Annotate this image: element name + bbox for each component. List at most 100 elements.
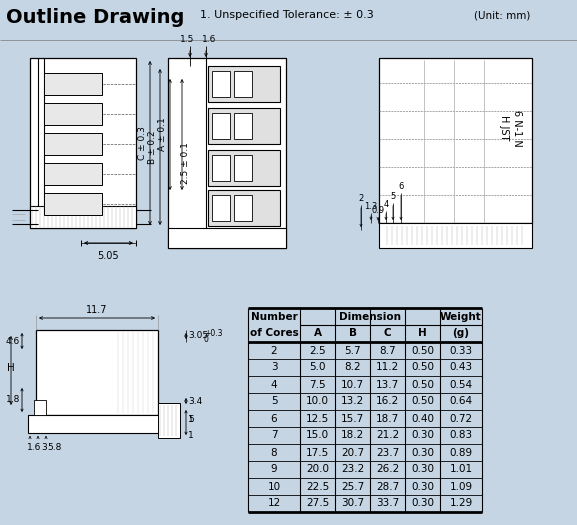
Text: 12: 12 [267, 499, 280, 509]
Text: 0.40: 0.40 [411, 414, 434, 424]
Text: 0.30: 0.30 [411, 481, 434, 491]
Bar [36, 330, 158, 415]
Text: 0.30: 0.30 [411, 499, 434, 509]
Bar [234, 71, 252, 97]
Text: Number: Number [250, 311, 297, 321]
Text: 1.6: 1.6 [27, 443, 41, 452]
Bar [30, 58, 136, 228]
Text: H: H [418, 329, 427, 339]
Text: 0.50: 0.50 [411, 396, 434, 406]
Text: 8.7: 8.7 [379, 345, 396, 355]
Bar [208, 150, 280, 186]
Text: 1. Unspecified Tolerance: ± 0.3: 1. Unspecified Tolerance: ± 0.3 [200, 10, 374, 20]
Bar [44, 73, 102, 95]
Text: 25.7: 25.7 [341, 481, 364, 491]
Text: 0: 0 [204, 334, 209, 343]
Text: 1.3: 1.3 [364, 202, 377, 211]
Text: 7: 7 [271, 430, 278, 440]
Text: 13.7: 13.7 [376, 380, 399, 390]
Text: 5.7: 5.7 [344, 345, 361, 355]
Text: Dimension: Dimension [339, 311, 401, 321]
Text: of Cores: of Cores [250, 329, 298, 339]
Text: 2.5 ± 0.1: 2.5 ± 0.1 [182, 142, 190, 184]
Text: 7.5: 7.5 [309, 380, 326, 390]
Bar [212, 71, 230, 97]
Text: 5.05: 5.05 [98, 251, 119, 261]
Text: (Unit: mm): (Unit: mm) [474, 10, 530, 20]
Text: 8: 8 [271, 447, 278, 457]
Text: 10.7: 10.7 [341, 380, 364, 390]
Text: 1.01: 1.01 [449, 465, 473, 475]
Text: 23.2: 23.2 [341, 465, 364, 475]
Bar [208, 66, 280, 102]
Text: 5: 5 [188, 415, 194, 424]
Text: 1: 1 [188, 430, 194, 439]
Text: 3.4: 3.4 [188, 396, 203, 405]
Text: 12.5: 12.5 [306, 414, 329, 424]
Text: 20.7: 20.7 [341, 447, 364, 457]
Text: 0.50: 0.50 [411, 362, 434, 373]
Text: A ± 0.1: A ± 0.1 [158, 118, 167, 151]
Text: 0.50: 0.50 [411, 345, 434, 355]
Bar [44, 163, 102, 185]
Bar [30, 206, 136, 228]
Text: 0.30: 0.30 [411, 465, 434, 475]
Text: 1.09: 1.09 [449, 481, 473, 491]
Text: 21.2: 21.2 [376, 430, 399, 440]
Text: 2: 2 [358, 194, 364, 203]
Text: 15.0: 15.0 [306, 430, 329, 440]
Text: 4: 4 [271, 380, 278, 390]
Text: 3: 3 [271, 362, 278, 373]
Text: 11.7: 11.7 [86, 305, 108, 315]
Text: 5.8: 5.8 [47, 443, 61, 452]
Text: H JST: H JST [499, 116, 509, 141]
Text: 2.5: 2.5 [309, 345, 326, 355]
Text: 6: 6 [271, 414, 278, 424]
Text: 3.05: 3.05 [188, 331, 208, 341]
Text: 0.30: 0.30 [411, 447, 434, 457]
Bar [379, 223, 532, 248]
Bar [212, 113, 230, 139]
Text: C ± 0.3: C ± 0.3 [138, 126, 147, 160]
Text: 20.0: 20.0 [306, 465, 329, 475]
Bar [158, 403, 180, 438]
Text: +0.3: +0.3 [204, 329, 223, 338]
Text: 0.33: 0.33 [449, 345, 473, 355]
Text: 1: 1 [188, 415, 194, 425]
Text: 11.2: 11.2 [376, 362, 399, 373]
Text: C: C [384, 329, 391, 339]
Text: 0.9: 0.9 [372, 206, 384, 215]
Text: 4: 4 [383, 200, 389, 209]
Text: 1.6: 1.6 [202, 35, 216, 44]
Text: 4.6: 4.6 [6, 337, 20, 345]
Text: 6 N-1 N: 6 N-1 N [512, 110, 522, 146]
Bar [28, 415, 166, 433]
Text: 27.5: 27.5 [306, 499, 329, 509]
Bar [208, 108, 280, 144]
Bar [212, 155, 230, 181]
Text: 18.7: 18.7 [376, 414, 399, 424]
Text: 0.83: 0.83 [449, 430, 473, 440]
Text: 2: 2 [271, 345, 278, 355]
Text: 5: 5 [271, 396, 278, 406]
Text: 1.8: 1.8 [6, 395, 20, 404]
Bar [234, 155, 252, 181]
Text: 6: 6 [398, 182, 404, 191]
Bar [44, 133, 102, 155]
Bar [44, 103, 102, 125]
Bar [168, 58, 286, 248]
Text: A: A [313, 329, 321, 339]
Text: 8.2: 8.2 [344, 362, 361, 373]
Bar [379, 58, 532, 223]
Text: B ± 0.2: B ± 0.2 [148, 130, 157, 164]
Text: 10.0: 10.0 [306, 396, 329, 406]
Text: 18.2: 18.2 [341, 430, 364, 440]
Text: 30.7: 30.7 [341, 499, 364, 509]
Bar [34, 400, 46, 415]
Text: 10: 10 [267, 481, 280, 491]
Text: 26.2: 26.2 [376, 465, 399, 475]
Text: 23.7: 23.7 [376, 447, 399, 457]
Text: 1.29: 1.29 [449, 499, 473, 509]
Text: B: B [349, 329, 357, 339]
Bar [234, 113, 252, 139]
